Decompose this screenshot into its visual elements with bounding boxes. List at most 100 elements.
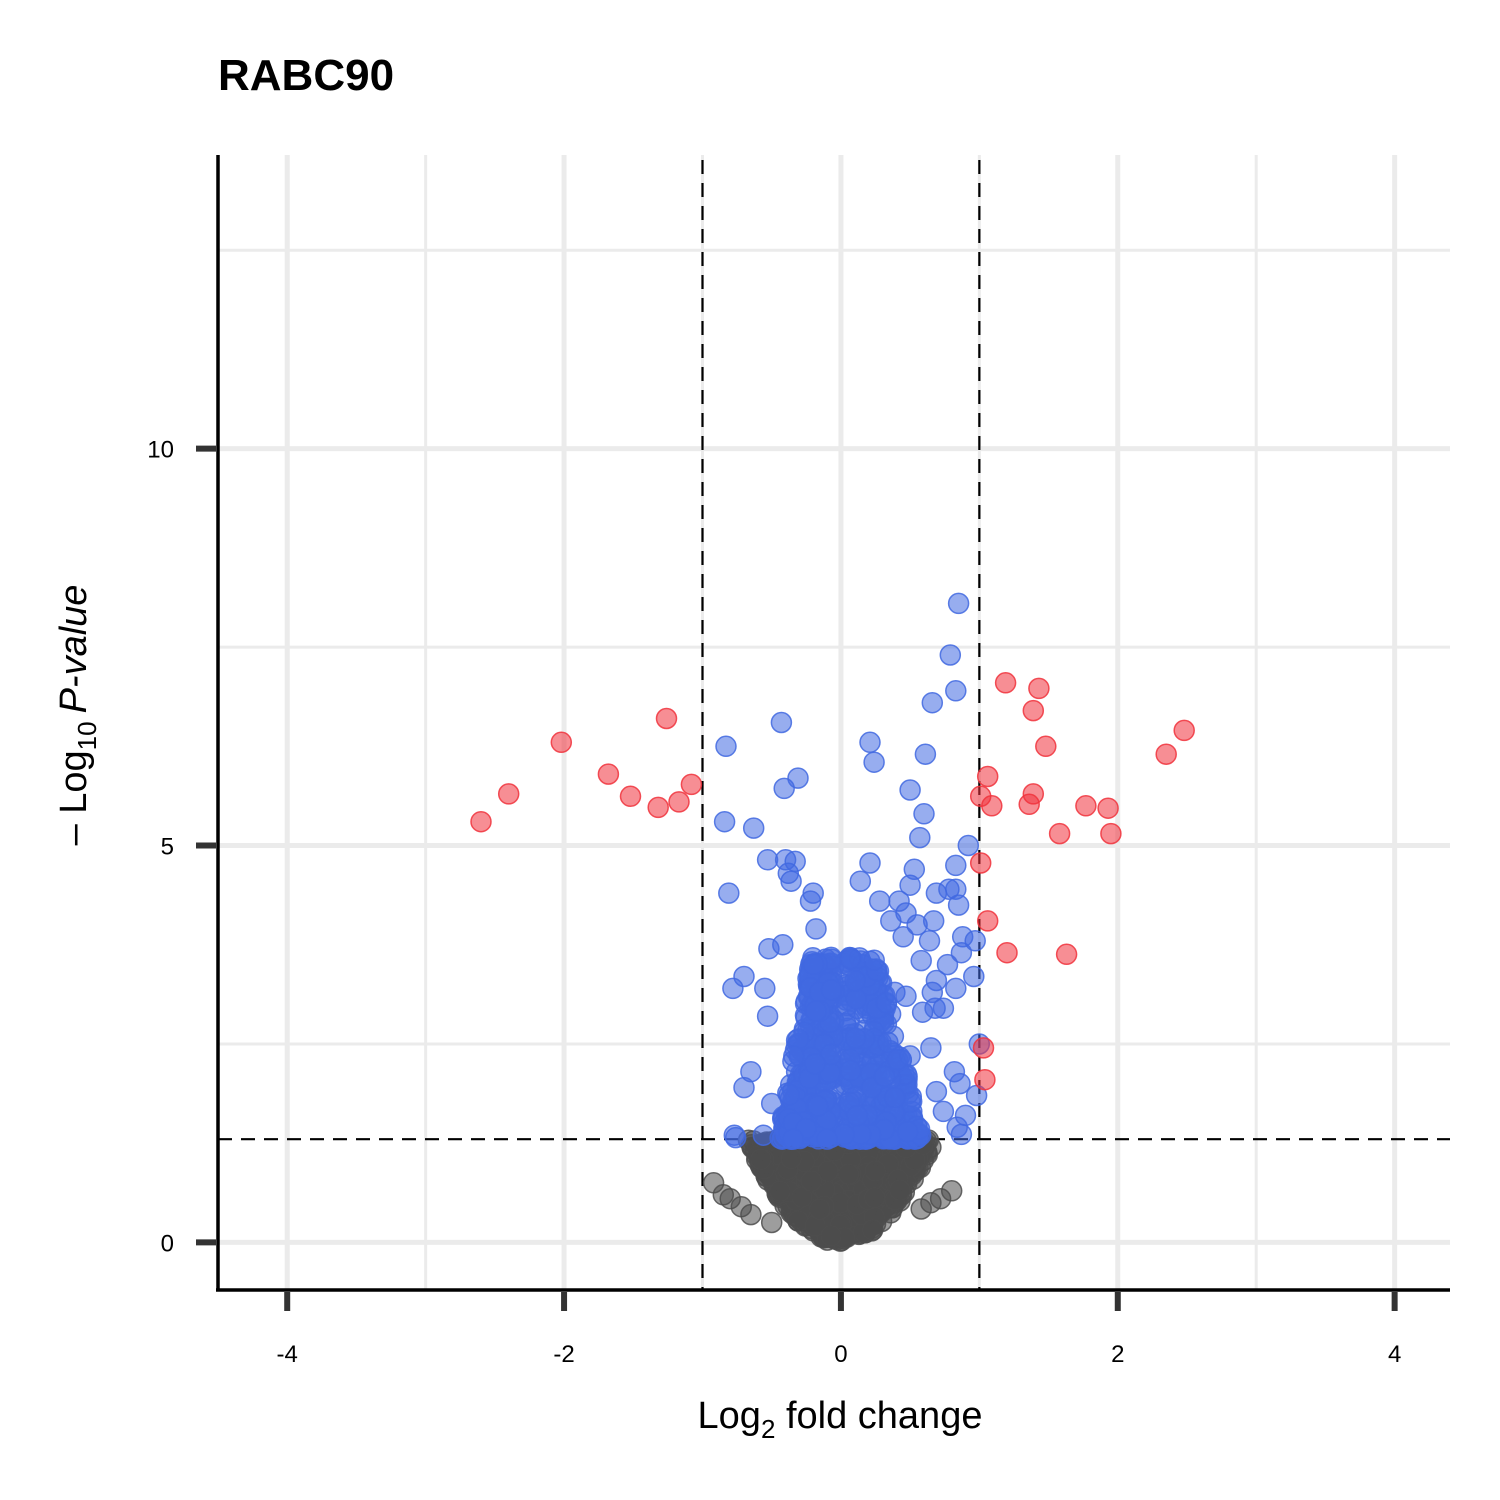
point-p-significant — [783, 1045, 805, 1067]
y-axis-title-italic: P-value — [53, 585, 95, 714]
x-axis-title-main: Log — [698, 1395, 761, 1437]
point-p-significant — [733, 1076, 755, 1099]
point-p-significant — [925, 882, 948, 904]
point-p-significant — [896, 1120, 919, 1143]
point-p-significant — [756, 1005, 779, 1027]
point-p-significant — [918, 930, 941, 952]
point-ns — [820, 1225, 842, 1247]
point-p-significant — [760, 1092, 783, 1115]
point-p-fc-significant — [619, 785, 642, 808]
point-p-significant — [849, 870, 872, 892]
point-p-significant — [780, 870, 802, 892]
point-p-significant — [863, 751, 885, 773]
point-p-fc-significant — [655, 707, 678, 730]
x-tick-label: 0 — [834, 1341, 847, 1368]
point-ns — [910, 1198, 932, 1220]
point-p-significant — [859, 731, 881, 754]
point-p-significant — [782, 1128, 804, 1150]
x-axis-title-sub: 2 — [761, 1414, 775, 1444]
point-p-significant — [906, 914, 928, 936]
point-p-fc-significant — [976, 765, 999, 788]
point-p-significant — [892, 926, 914, 948]
point-p-significant — [844, 1027, 867, 1049]
point-p-fc-significant — [550, 731, 573, 754]
point-p-significant — [957, 834, 980, 857]
axis-ticks: -4 -2 0 2 4 0 5 10 — [147, 437, 1401, 1368]
point-p-significant — [752, 1124, 775, 1146]
point-p-significant — [845, 988, 867, 1010]
point-ns — [861, 1219, 884, 1241]
point-p-fc-significant — [1075, 795, 1097, 817]
y-tick-label: 5 — [161, 834, 174, 861]
point-p-fc-significant — [994, 672, 1017, 694]
point-ns — [864, 1160, 887, 1182]
point-p-significant — [939, 644, 962, 666]
point-p-significant — [859, 852, 881, 874]
point-p-significant — [920, 1037, 942, 1059]
point-p-significant — [839, 948, 861, 970]
point-ns — [800, 1170, 823, 1192]
point-p-significant — [909, 826, 931, 849]
y-axis-title-prefix: – Log — [53, 750, 95, 845]
x-tick-label: -2 — [553, 1341, 574, 1368]
point-p-significant — [802, 953, 825, 976]
point-p-significant — [963, 965, 985, 988]
point-ns — [791, 1186, 813, 1208]
x-axis-title-rest: fold change — [775, 1395, 982, 1437]
point-p-fc-significant — [1155, 743, 1177, 765]
point-p-significant — [772, 933, 794, 956]
cutoff-lines — [218, 160, 1450, 1290]
point-p-significant — [718, 882, 740, 904]
point-ns — [889, 1179, 911, 1201]
y-tick-label: 10 — [147, 437, 174, 464]
point-p-significant — [945, 977, 967, 1000]
point-p-significant — [947, 592, 970, 615]
point-p-significant — [742, 817, 765, 839]
point-p-significant — [945, 854, 967, 877]
point-p-fc-significant — [1028, 677, 1050, 700]
point-p-significant — [804, 1053, 826, 1075]
point-p-significant — [925, 1080, 948, 1103]
point-p-fc-significant — [1035, 735, 1057, 758]
point-p-significant — [964, 930, 986, 952]
point-p-significant — [805, 918, 827, 940]
point-p-fc-significant — [647, 796, 669, 819]
point-p-fc-significant — [1048, 822, 1071, 845]
point-p-significant — [921, 691, 944, 714]
point-p-significant — [773, 777, 795, 800]
point-p-significant — [932, 1100, 955, 1123]
point-ns — [750, 1148, 772, 1171]
point-p-significant — [910, 949, 932, 972]
point-p-significant — [846, 1104, 868, 1127]
chart-title: RABC90 — [218, 51, 394, 100]
point-p-fc-significant — [1018, 793, 1040, 816]
point-p-significant — [950, 941, 973, 964]
point-p-significant — [713, 810, 736, 833]
point-p-fc-significant — [1173, 719, 1195, 742]
point-ns — [863, 1186, 886, 1209]
point-p-significant — [913, 803, 935, 825]
point-p-significant — [949, 1072, 971, 1095]
point-p-significant — [899, 1045, 921, 1067]
point-ns — [817, 1160, 839, 1183]
point-p-significant — [778, 1084, 800, 1106]
point-p-fc-significant — [969, 852, 992, 874]
point-p-significant — [839, 1059, 862, 1082]
point-p-significant — [899, 874, 921, 896]
point-p-fc-significant — [974, 1068, 996, 1091]
point-p-fc-significant — [981, 795, 1003, 817]
point-ns — [740, 1203, 762, 1226]
point-p-fc-significant — [976, 910, 999, 932]
y-tick-label: 0 — [161, 1230, 174, 1257]
x-axis-title: Log2 fold change — [698, 1395, 983, 1444]
point-p-significant — [770, 711, 793, 734]
point-ns — [780, 1147, 802, 1170]
point-p-significant — [936, 953, 959, 976]
point-ns — [940, 1180, 963, 1202]
point-p-significant — [724, 1126, 747, 1149]
point-p-significant — [873, 1065, 896, 1087]
point-p-significant — [877, 1031, 899, 1054]
point-p-significant — [805, 1000, 827, 1022]
point-p-significant — [807, 1095, 829, 1117]
